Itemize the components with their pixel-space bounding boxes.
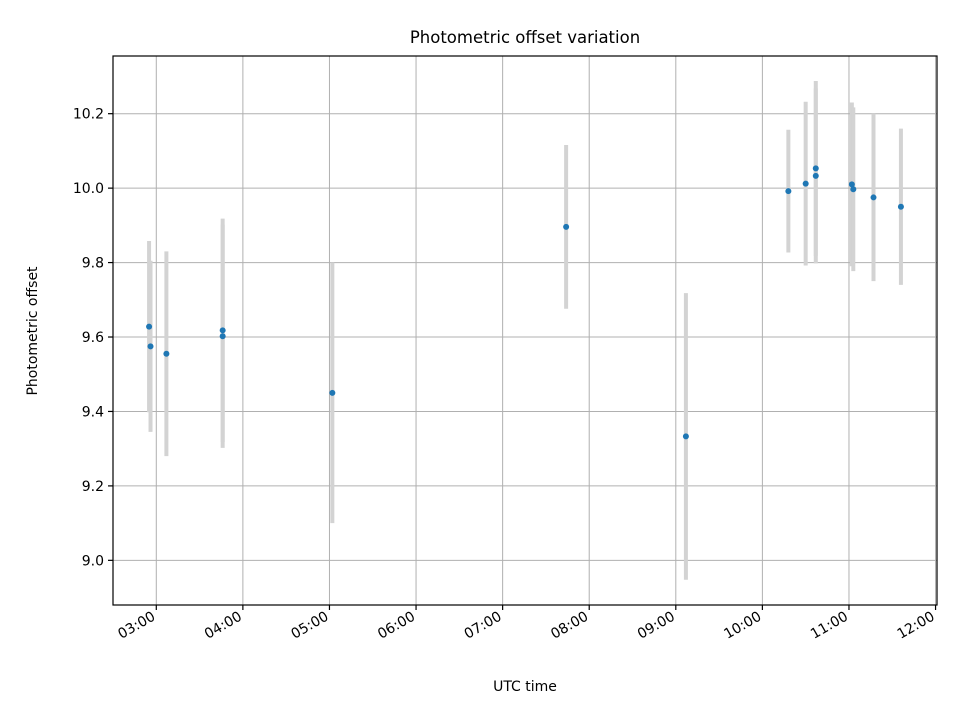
data-point — [146, 323, 153, 330]
y-tick-label: 9.6 — [82, 330, 104, 346]
data-point — [812, 165, 819, 172]
data-point — [802, 180, 809, 187]
x-tick-label: 03:00 — [115, 609, 158, 643]
y-tick-label: 9.2 — [82, 479, 104, 495]
y-tick-label: 9.4 — [82, 404, 104, 420]
grid-layer — [113, 56, 937, 605]
data-point — [812, 172, 819, 179]
data-point — [897, 203, 904, 210]
data-point-layer — [146, 165, 904, 440]
x-tick-label: 07:00 — [462, 609, 505, 643]
x-tick-label: 09:00 — [635, 609, 678, 643]
y-tick-label: 9.8 — [82, 256, 104, 272]
data-point — [147, 343, 154, 350]
y-tick-label: 9.0 — [82, 553, 104, 569]
data-point — [219, 333, 226, 340]
data-point — [329, 389, 336, 396]
chart-title: Photometric offset variation — [410, 28, 640, 47]
data-point — [163, 350, 170, 357]
x-tick-label: 10:00 — [721, 609, 764, 643]
tick-layer: 03:00 04:00 05:00 06:00 07:00 08:00 09:00 10:00… — [73, 107, 938, 643]
x-tick-label: 05:00 — [289, 609, 332, 643]
x-tick-label: 04:00 — [202, 609, 245, 643]
x-tick-label: 11:00 — [808, 609, 851, 643]
data-point — [563, 223, 570, 230]
y-axis-label: Photometric offset — [25, 266, 41, 396]
x-tick-label: 06:00 — [375, 609, 418, 643]
x-tick-label: 12:00 — [895, 609, 938, 643]
data-point — [682, 433, 689, 440]
error-bar-layer — [147, 80, 903, 580]
data-point — [219, 327, 226, 334]
y-tick-label: 10.0 — [73, 181, 104, 197]
data-point — [870, 194, 877, 201]
y-tick-label: 10.2 — [73, 107, 104, 123]
x-axis-label: UTC time — [493, 679, 557, 695]
plot-frame — [112, 55, 938, 606]
data-point — [785, 188, 792, 195]
x-tick-label: 08:00 — [548, 609, 591, 643]
data-point — [848, 181, 855, 188]
data-point — [850, 186, 857, 193]
